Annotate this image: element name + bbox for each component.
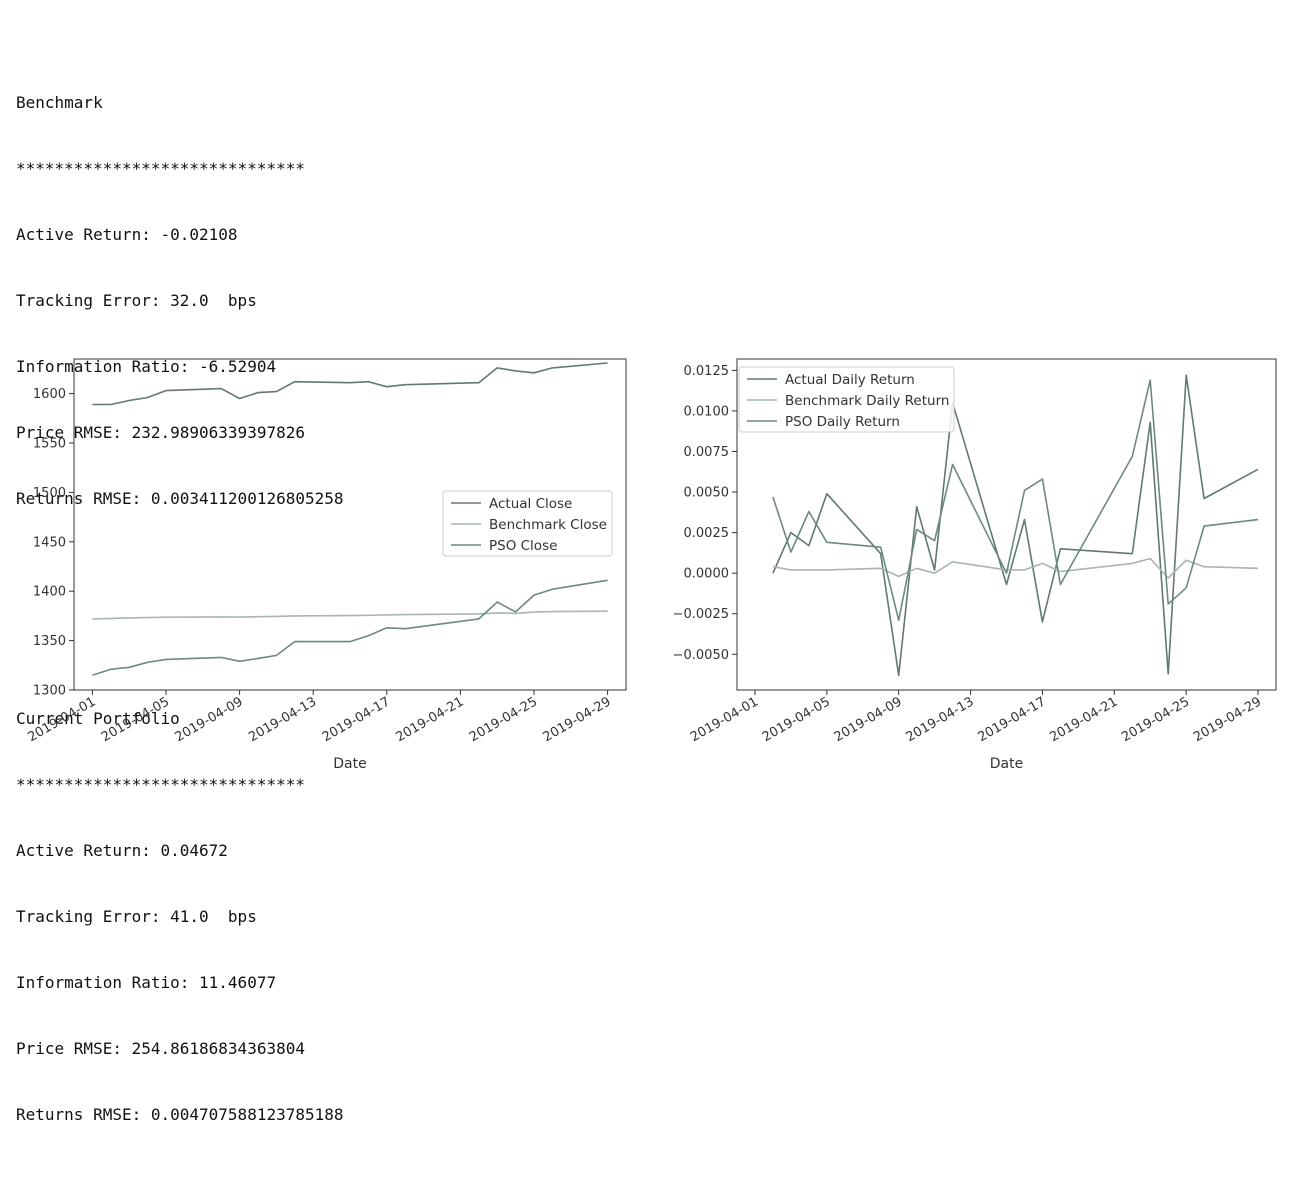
legend-label: Benchmark Daily Return bbox=[785, 393, 949, 409]
legend-box bbox=[442, 490, 613, 557]
x-tick-label: 2019-04-05 bbox=[760, 694, 833, 745]
stats-title: Benchmark bbox=[16, 93, 103, 112]
y-tick-label: 0.0000 bbox=[684, 567, 730, 582]
stats-line: Active Return: -0.02108 bbox=[16, 225, 238, 244]
stats-title: Current Portfolio bbox=[16, 709, 180, 728]
y-tick-label: 0.0025 bbox=[684, 526, 730, 541]
x-tick-label: 2019-04-17 bbox=[320, 694, 393, 745]
y-tick-label: 1500 bbox=[33, 486, 66, 501]
legend-box bbox=[738, 366, 955, 433]
y-tick-label: 1450 bbox=[33, 535, 66, 550]
x-tick-label: 2019-04-25 bbox=[1119, 694, 1192, 745]
chart-2: −0.0050 −0.0025 0.0000 0.0025 0.0050 0.0075 0.… bbox=[673, 358, 1277, 772]
y-tick-label: 0.0075 bbox=[684, 445, 730, 460]
series-line-3 bbox=[92, 579, 608, 676]
y-tick-label: 1350 bbox=[33, 634, 66, 649]
y-tick-label: 1550 bbox=[33, 436, 66, 451]
legend-label: PSO Close bbox=[489, 538, 557, 554]
x-tick-label: 2019-04-09 bbox=[832, 694, 905, 745]
x-axis-label: Date bbox=[990, 756, 1023, 772]
stats-line: Returns RMSE: 0.003411200126805258 bbox=[16, 489, 344, 508]
plot-frame bbox=[73, 358, 627, 691]
stats-line: Information Ratio: -6.52904 bbox=[16, 357, 277, 376]
x-tick-label: 2019-04-01 bbox=[688, 694, 761, 745]
x-tick-label: 2019-04-25 bbox=[467, 694, 540, 745]
plot-frame bbox=[736, 358, 1277, 691]
x-tick-label: 2019-04-29 bbox=[541, 694, 614, 745]
y-tick-label: 1400 bbox=[33, 585, 66, 600]
x-tick-label: 2019-04-21 bbox=[1047, 694, 1120, 745]
stats-line: Information Ratio: 11.46077 bbox=[16, 973, 277, 992]
x-tick-label: 2019-04-13 bbox=[246, 694, 319, 745]
legend-label: Actual Close bbox=[489, 496, 572, 512]
x-tick-label: 2019-04-17 bbox=[975, 694, 1048, 745]
series-line-3 bbox=[772, 379, 1259, 622]
stats-separator: ****************************** bbox=[16, 159, 305, 178]
y-tick-label: 0.0125 bbox=[684, 364, 730, 379]
legend-label: Benchmark Close bbox=[489, 517, 607, 533]
stats-block-benchmark: Benchmark ******************************… bbox=[16, 48, 344, 554]
series-line-2 bbox=[772, 557, 1259, 579]
x-tick-label: 2019-04-13 bbox=[904, 694, 977, 745]
y-tick-label: −0.0050 bbox=[673, 648, 729, 663]
stats-line: Price RMSE: 254.86186834363804 bbox=[16, 1039, 305, 1058]
stats-line: Tracking Error: 32.0 bps bbox=[16, 291, 257, 310]
x-axis-label: Date bbox=[333, 756, 366, 772]
legend-label: PSO Daily Return bbox=[785, 414, 900, 430]
y-tick-label: 0.0100 bbox=[684, 404, 730, 419]
series-line-2 bbox=[92, 610, 608, 620]
stats-line: Returns RMSE: 0.004707588123785188 bbox=[16, 1105, 344, 1124]
x-tick-label: 2019-04-05 bbox=[99, 694, 172, 745]
y-tick-label: 0.0050 bbox=[684, 486, 730, 501]
x-tick-label: 2019-04-21 bbox=[393, 694, 466, 745]
stats-line: Tracking Error: 41.0 bps bbox=[16, 907, 257, 926]
legend-label: Actual Daily Return bbox=[785, 372, 915, 388]
stats-line: Price RMSE: 232.98906339397826 bbox=[16, 423, 305, 442]
y-tick-label: 1600 bbox=[33, 387, 66, 402]
y-tick-label: −0.0025 bbox=[673, 607, 729, 622]
series-line-1 bbox=[92, 362, 608, 406]
y-tick-label: 1300 bbox=[33, 684, 66, 699]
x-tick-label: 2019-04-01 bbox=[25, 694, 98, 745]
stats-line: Active Return: 0.04672 bbox=[16, 841, 228, 860]
x-tick-label: 2019-04-09 bbox=[173, 694, 246, 745]
x-tick-label: 2019-04-29 bbox=[1191, 694, 1264, 745]
series-line-1 bbox=[772, 374, 1259, 677]
